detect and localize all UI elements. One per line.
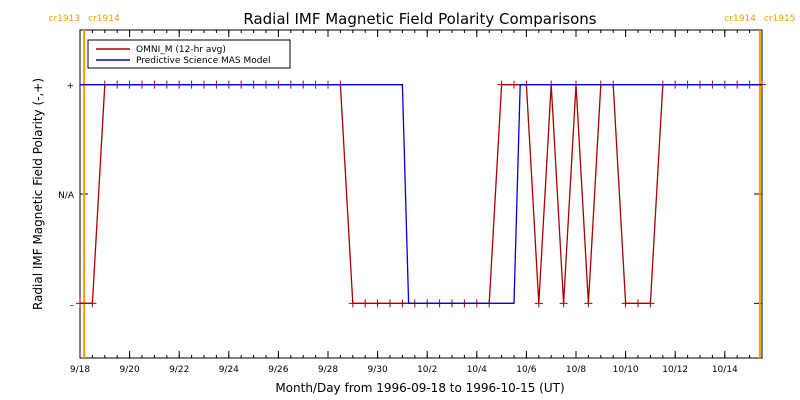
carrington-label-before: cr1914 [724,14,756,24]
x-tick-labels: 9/18 9/20 9/22 9/24 9/26 9/28 9/30 10/2 10/4 10/6… [70,365,738,375]
x-tick-label: 10/8 [566,365,586,375]
x-tick-label: 9/20 [119,365,139,375]
legend: OMNI_M (12-hr avg) Predictive Science MA… [87,39,291,69]
carrington-label-after: cr1914 [88,14,120,24]
data-point [559,299,568,308]
x-tick-label: 9/30 [367,365,387,375]
x-tick-label: 10/4 [467,365,487,375]
x-tick-label: 9/22 [169,365,189,375]
x-axis-label: Month/Day from 1996-09-18 to 1996-10-15 … [275,381,564,395]
data-point [646,299,655,308]
y-tick-label: N/A [58,191,75,201]
data-point [88,299,97,308]
y-tick-label: – [70,300,75,310]
x-tick-label: 10/12 [662,365,688,375]
x-tick-label: 9/28 [318,365,338,375]
y-axis-label: Radial IMF Magnetic Field Polarity (-,+) [31,78,45,310]
data-point [348,299,357,308]
carrington-label-before: cr1913 [49,14,81,24]
data-point [510,80,518,89]
x-tick-label: 10/14 [712,365,738,375]
data-point [386,299,394,308]
data-point [621,299,630,308]
y-tick-label: + [66,82,74,92]
x-tick-label: 9/18 [70,365,90,375]
data-point [584,299,593,308]
legend-box [87,39,291,69]
data-point [398,299,407,308]
series-layer [76,80,766,308]
series-line [80,84,762,304]
y-tick-labels: + N/A – [58,82,75,311]
carrington-label-after: cr1915 [764,14,796,24]
data-point [361,299,370,308]
data-point [497,80,506,89]
x-tick-label: 10/2 [417,365,437,375]
data-point [534,299,543,308]
chart-title: Radial IMF Magnetic Field Polarity Compa… [243,10,596,28]
legend-label-omni: OMNI_M (12-hr avg) [136,45,226,55]
x-tick-label: 9/24 [219,365,239,375]
x-tick-label: 10/6 [516,365,536,375]
x-tick-label: 10/10 [613,365,639,375]
x-tick-label: 9/26 [268,365,288,375]
data-point [76,299,84,308]
data-point [373,299,382,308]
data-point [634,299,642,308]
legend-label-mas: Predictive Science MAS Model [136,56,271,66]
series-1 [80,84,762,304]
